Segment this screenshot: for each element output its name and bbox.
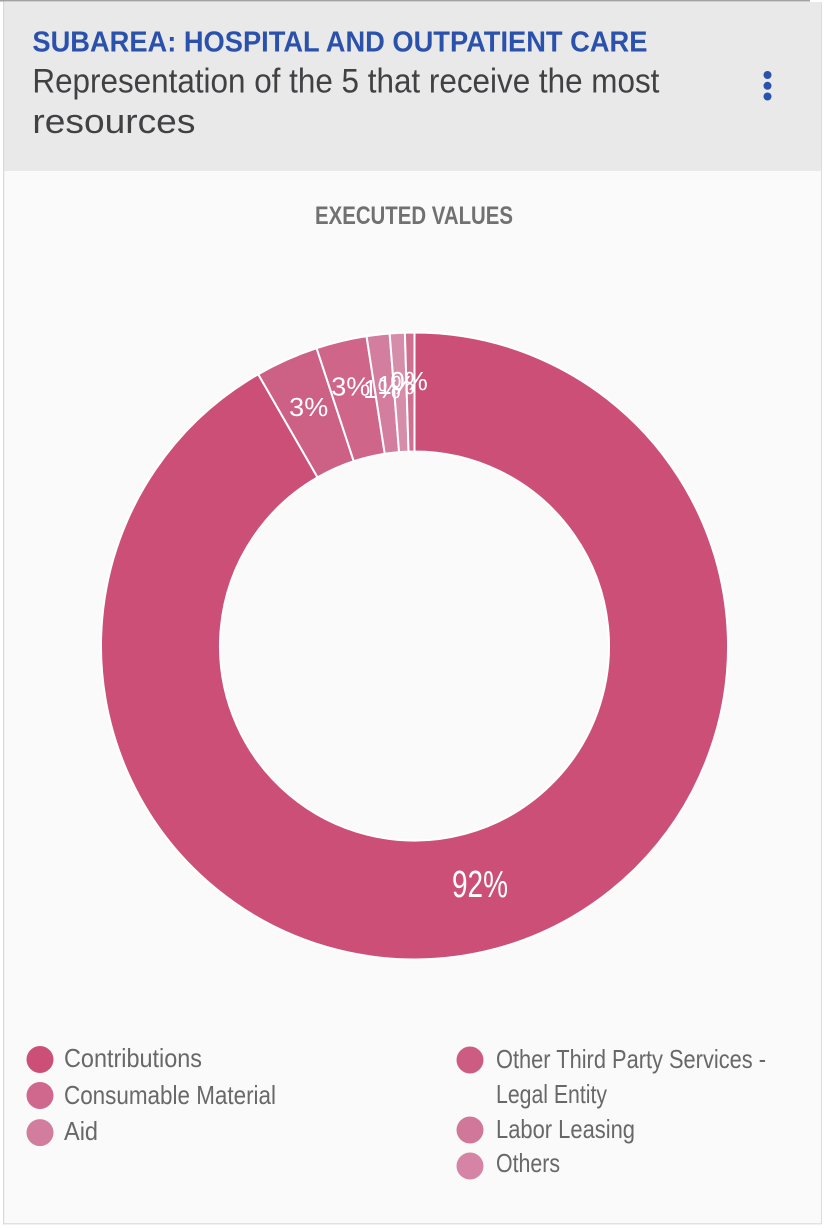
svg-text:3%: 3% [331, 371, 370, 401]
svg-text:Contributions: Contributions [64, 1043, 202, 1073]
svg-text:SUBAREA: HOSPITAL AND OUTPATIE: SUBAREA: HOSPITAL AND OUTPATIENT CARE [32, 26, 647, 58]
svg-text:resources: resources [32, 103, 195, 141]
svg-text:Legal Entity: Legal Entity [496, 1079, 607, 1109]
svg-text:3%: 3% [289, 392, 328, 422]
svg-text:1%: 1% [363, 374, 401, 404]
svg-text:Aid: Aid [64, 1116, 98, 1146]
svg-text:Other Third Party Services -: Other Third Party Services - [496, 1044, 766, 1074]
svg-text:Consumable Material: Consumable Material [64, 1080, 276, 1110]
svg-text:92%: 92% [452, 864, 508, 906]
svg-text:EXECUTED VALUES: EXECUTED VALUES [315, 202, 513, 230]
svg-text:Others: Others [496, 1148, 560, 1178]
svg-text:Labor Leasing: Labor Leasing [496, 1114, 635, 1144]
svg-text:Representation of the 5 that r: Representation of the 5 that receive the… [32, 63, 660, 101]
svg-text:0%: 0% [390, 366, 428, 396]
svg-text:1%: 1% [377, 370, 415, 400]
